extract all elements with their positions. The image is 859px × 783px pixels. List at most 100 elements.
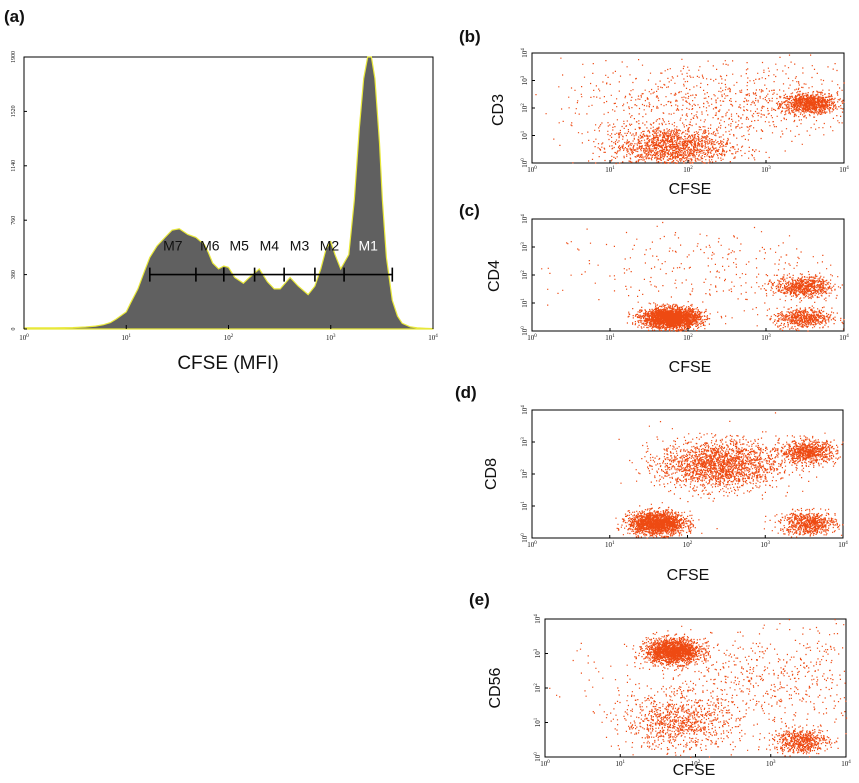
- histogram-x-axis-title: CFSE (MFI): [177, 353, 278, 374]
- scatter-c-dots: [541, 221, 845, 332]
- histogram-y-tick-label: 1140: [11, 160, 17, 172]
- scatter-d-population-0: [615, 502, 718, 539]
- scatter-b-y-tick-label: 104: [521, 48, 529, 58]
- scatter-e-x-tick-label: 102: [691, 760, 701, 768]
- scatter-e-y-tick-label: 100: [534, 752, 542, 762]
- scatter-b-population-2: [535, 54, 845, 161]
- scatter-b-dots: [535, 54, 845, 165]
- histogram-y-tick-label: 1520: [11, 105, 17, 117]
- gate-label-m2: M2: [320, 238, 340, 254]
- scatter-c-y-tick-label: 103: [521, 242, 529, 252]
- histogram-x-tick-label: 103: [326, 334, 336, 342]
- scatter-d-x-tick-label: 102: [683, 541, 693, 549]
- scatter-b-x-tick-label: 102: [683, 166, 693, 174]
- scatter-c-x-tick-label: 101: [605, 334, 615, 342]
- scatter-c-x-tick-label: 103: [761, 334, 771, 342]
- scatter-e-x-tick-label: 104: [841, 760, 851, 768]
- histogram-y-tick-label: 1900: [11, 51, 17, 63]
- scatter-b-x-tick-label: 100: [527, 166, 537, 174]
- scatter-c-x-tick-label: 100: [527, 334, 537, 342]
- scatter-d-y-tick-label: 104: [521, 405, 529, 415]
- histogram-area-layer: [23, 56, 434, 330]
- scatter-c-y-tick-label: 102: [521, 270, 529, 280]
- panel-b-letter: (b): [459, 27, 481, 46]
- scatter-e-population-2: [758, 724, 847, 758]
- scatter-e-population-0: [633, 630, 733, 672]
- scatter-d-x-tick-label: 103: [761, 541, 771, 549]
- scatter-b-population-0: [759, 86, 844, 125]
- gate-label-m4: M4: [260, 238, 280, 254]
- gate-label-m6: M6: [200, 238, 220, 254]
- scatter-c-y-tick-label: 100: [521, 326, 529, 336]
- scatter-e-x-axis-title: CFSE: [673, 762, 716, 778]
- histogram-y-tick-label: 760: [11, 216, 17, 225]
- scatter-b-x-tick-label: 104: [839, 166, 849, 174]
- scatter-d-dots: [615, 412, 844, 539]
- scatter-c-population-0: [626, 301, 723, 332]
- histogram-ticks: 100 101 102 103 104 0 380 760 1140 1520 1900: [11, 51, 438, 342]
- histogram-x-tick-label: 101: [122, 334, 132, 342]
- scatter-e-x-tick-label: 101: [616, 760, 626, 768]
- scatter-e-x-tick-label: 100: [540, 760, 550, 768]
- scatter-d-x-axis-title: CFSE: [667, 567, 710, 584]
- scatter-c-y-tick-label: 101: [521, 298, 529, 308]
- scatter-e-y-axis-title: CD56: [487, 667, 504, 708]
- scatter-c-population-2: [755, 305, 845, 332]
- panel-e-letter: (e): [469, 590, 490, 609]
- scatter-d-population-2: [763, 507, 844, 538]
- histogram-y-tick-label: 0: [11, 328, 17, 331]
- scatter-d-y-tick-label: 101: [521, 501, 529, 511]
- scatter-c-x-tick-label: 102: [683, 334, 693, 342]
- scatter-e-y-tick-label: 101: [534, 717, 542, 727]
- scatter-e-y-tick-label: 104: [534, 614, 542, 624]
- scatter-c-x-axis-title: CFSE: [669, 359, 712, 376]
- scatter-d-x-tick-label: 101: [605, 541, 615, 549]
- gate-label-m1: M1: [358, 238, 378, 254]
- panel-d-letter: (d): [455, 383, 477, 402]
- scatter-e-x-tick-label: 103: [766, 760, 776, 768]
- scatter-c-x-tick-label: 104: [839, 334, 849, 342]
- scatter-e-population-1: [592, 679, 783, 758]
- scatter-d-y-tick-label: 100: [521, 533, 529, 543]
- histogram-y-tick-label: 380: [11, 270, 17, 279]
- scatter-e-y-tick-label: 103: [534, 648, 542, 658]
- scatter-b-x-axis-title: CFSE: [669, 181, 712, 198]
- gate-label-m3: M3: [290, 238, 310, 254]
- scatter-b-y-tick-label: 101: [521, 130, 529, 140]
- histogram-x-tick-label: 100: [19, 334, 29, 342]
- scatter-b-population-1: [559, 109, 770, 165]
- scatter-b-x-tick-label: 103: [761, 166, 771, 174]
- scatter-d-population-1: [765, 432, 844, 473]
- histogram-x-tick-label: 104: [428, 334, 438, 342]
- gate-label-m7: M7: [163, 238, 183, 254]
- scatter-b-y-axis-title: CD3: [490, 94, 507, 126]
- scatter-e-y-tick-label: 102: [534, 683, 542, 693]
- gate-label-m5: M5: [229, 238, 249, 254]
- scatter-d-population-3: [618, 412, 818, 503]
- histogram-x-tick-label: 102: [224, 334, 234, 342]
- scatter-e-dots: [549, 619, 848, 758]
- panel-c-letter: (c): [459, 201, 480, 220]
- scatter-c-y-axis-title: CD4: [486, 260, 503, 292]
- panel-a: (a) M7 M6 M5 M4 M3 M2 M1 100 101 102 103 104 0 380 76…: [4, 7, 438, 374]
- histogram-area: [23, 56, 434, 330]
- scatter-d-x-tick-label: 100: [527, 541, 537, 549]
- scatter-c-population-1: [762, 264, 843, 302]
- scatter-b-y-tick-label: 100: [521, 158, 529, 168]
- scatter-c-y-tick-label: 104: [521, 214, 529, 224]
- scatter-d-y-tick-label: 102: [521, 469, 529, 479]
- scatter-d-y-tick-label: 103: [521, 437, 529, 447]
- scatter-b-x-tick-label: 101: [605, 166, 615, 174]
- scatter-d-x-tick-label: 104: [838, 541, 848, 549]
- panel-a-letter: (a): [4, 7, 25, 26]
- scatter-b-y-tick-label: 102: [521, 103, 529, 113]
- histogram-gates: M7 M6 M5 M4 M3 M2 M1: [149, 238, 394, 282]
